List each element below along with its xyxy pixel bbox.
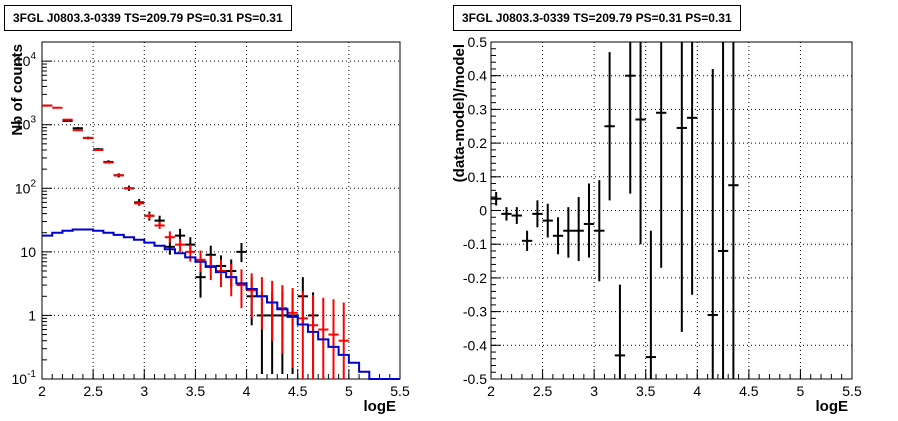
x-axis-label: logE	[364, 398, 397, 415]
y-tick-label: -0.2	[463, 270, 487, 286]
y-tick-label: 10	[20, 244, 36, 260]
y-tick-label: 0	[479, 203, 487, 219]
x-tick-label: 5	[797, 383, 805, 399]
residuals-chart: 2 2.5 3 3.5 4 4.5 5 5.5 -0.5 -0.4 -0.3 -0.2 -0.1 0 0.1…	[451, 34, 862, 415]
x-tick-label: 5.5	[390, 383, 410, 399]
x-tick-label: 5.5	[842, 383, 862, 399]
x-tick-label: 4	[693, 383, 701, 399]
residuals-panel: 2 2.5 3 3.5 4 4.5 5 5.5 -0.5 -0.4 -0.3 -0.2 -0.1 0 0.1…	[449, 0, 898, 421]
x-tick-label: 5	[345, 383, 353, 399]
y-tick-label: 10-1	[12, 369, 37, 387]
x-tick-label: 4.5	[288, 383, 308, 399]
x-tick-label: 3.5	[186, 383, 206, 399]
y-tick-label: 0.4	[468, 68, 488, 84]
model-step-line	[42, 228, 400, 380]
y-tick-label: 0.5	[468, 34, 488, 50]
y-tick-label: -0.1	[463, 236, 487, 252]
counts-panel: 2 2.5 3 3.5 4 4.5 5 5.5 10-1 1 10 102 103 104 logE Nb o…	[4, 5, 410, 415]
y-tick-label: -0.4	[463, 337, 487, 353]
x-tick-label: 3	[590, 383, 598, 399]
y-tick-label: 102	[15, 178, 37, 196]
x-tick-label: 2	[38, 383, 46, 399]
x-tick-label: 2.5	[83, 383, 103, 399]
y-axis-label: (data-model)/model	[451, 44, 468, 182]
y-tick-label: 1	[28, 307, 36, 323]
x-tick-label: 4	[243, 383, 251, 399]
y-tick-label: 0.2	[468, 135, 488, 151]
y-axis-label: Nb of counts	[9, 44, 26, 136]
plot-frame	[41, 41, 401, 380]
x-tick-label: 4.5	[739, 383, 759, 399]
x-tick-label: 3.5	[636, 383, 656, 399]
y-tick-label: 0.3	[468, 101, 488, 117]
y-tick-label: -0.3	[463, 304, 487, 320]
x-tick-label: 2	[487, 383, 495, 399]
x-axis-label: logE	[816, 398, 849, 415]
y-tick-label: -0.5	[463, 371, 487, 387]
chart-title: 3FGL J0803.3-0339 TS=209.79 PS=0.31 PS=0…	[4, 5, 292, 31]
chart-title: 3FGL J0803.3-0339 TS=209.79 PS=0.31 PS=0…	[453, 5, 741, 31]
x-tick-label: 3	[140, 383, 148, 399]
y-tick-label: 0.1	[468, 169, 488, 185]
x-tick-label: 2.5	[533, 383, 553, 399]
